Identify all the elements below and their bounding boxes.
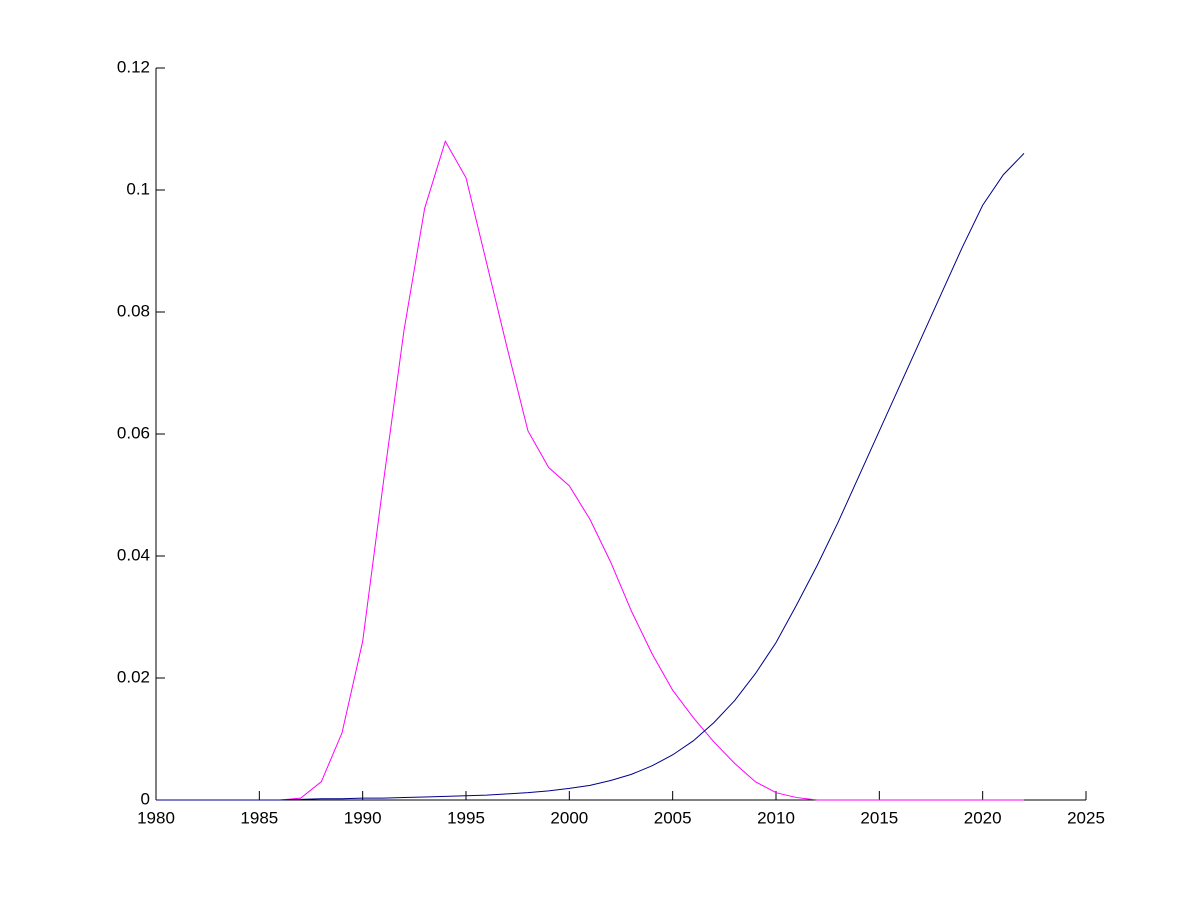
x-tick-label: 2010 [757, 808, 795, 827]
x-tick-label: 2025 [1067, 808, 1105, 827]
y-tick-label: 0.12 [117, 57, 150, 76]
x-tick-label: 1985 [240, 808, 278, 827]
y-tick-label: 0.04 [117, 545, 150, 564]
x-tick-label: 2000 [550, 808, 588, 827]
y-tick-label: 0.08 [117, 301, 150, 320]
x-tick-label: 2005 [654, 808, 692, 827]
y-tick-label: 0 [141, 789, 150, 808]
y-tick-label: 0.1 [126, 179, 150, 198]
x-tick-label: 1980 [137, 808, 175, 827]
data-line [156, 139, 1024, 801]
x-tick-label: 2020 [964, 808, 1002, 827]
x-tick-label: 1990 [344, 808, 382, 827]
y-tick-label: 0.02 [117, 667, 150, 686]
x-tick-label: 2015 [860, 808, 898, 827]
y-tick-label: 0.06 [117, 423, 150, 442]
x-tick-label: 1995 [447, 808, 485, 827]
data-line [156, 153, 1025, 801]
